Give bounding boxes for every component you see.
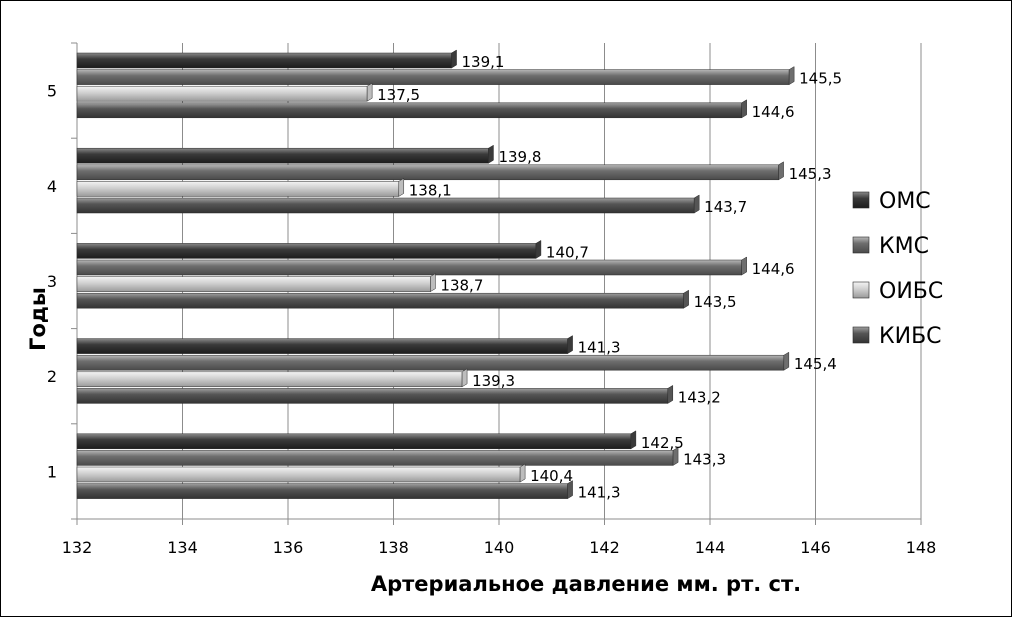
legend-label: КМС (879, 234, 929, 259)
bar-end-cap (451, 49, 457, 69)
bar (76, 181, 400, 197)
y-tick-label: 5 (47, 82, 57, 101)
bar-end-cap (741, 99, 747, 119)
bar (76, 338, 568, 354)
x-tick-label: 136 (273, 538, 304, 557)
data-label: 139,3 (472, 372, 515, 390)
y-tick-label: 2 (47, 367, 57, 386)
data-label: 137,5 (377, 86, 420, 104)
legend-label: ОМС (879, 189, 931, 214)
bar-end-cap (461, 368, 468, 388)
bar-end-cap (683, 289, 689, 309)
bar (76, 466, 521, 483)
bar (76, 52, 452, 69)
x-tick-label: 140 (484, 538, 515, 557)
data-label: 140,7 (546, 243, 589, 261)
legend-swatch (852, 326, 870, 344)
bar (76, 450, 674, 466)
bar (76, 371, 463, 388)
bar-end-cap (672, 446, 679, 466)
legend-label: ОИБС (879, 279, 943, 304)
bar (76, 292, 684, 309)
bar (76, 85, 368, 102)
x-tick-label: 148 (906, 538, 937, 557)
bar-end-cap (535, 239, 542, 259)
x-axis-title: Артериальное давление мм. рт. ст. (371, 572, 801, 596)
data-label: 145,5 (799, 70, 842, 88)
bar-end-cap (366, 82, 373, 102)
data-label: 141,3 (578, 484, 621, 502)
bar-end-cap (567, 480, 573, 500)
x-tick-label: 142 (589, 538, 620, 557)
data-label: 144,6 (752, 103, 795, 121)
data-label: 145,4 (794, 355, 837, 373)
data-label: 141,3 (578, 339, 621, 357)
data-label: 142,5 (641, 434, 684, 452)
x-tick-label: 134 (167, 538, 198, 557)
legend-swatch (852, 191, 870, 209)
bar-end-cap (398, 177, 405, 197)
y-tick-label: 3 (47, 272, 57, 291)
bar-end-cap (630, 430, 637, 450)
data-label: 143,2 (678, 388, 721, 406)
legend-label: КИБС (879, 324, 942, 349)
bar-end-cap (783, 351, 790, 371)
bar (76, 276, 431, 292)
data-label: 140,4 (530, 467, 573, 485)
bar-end-cap (519, 463, 526, 483)
x-tick-label: 138 (378, 538, 409, 557)
data-label: 143,3 (683, 450, 726, 468)
bar-end-cap (567, 335, 573, 355)
x-tick-label: 144 (695, 538, 726, 557)
bar-end-cap (778, 161, 784, 181)
y-tick-label: 4 (47, 177, 57, 196)
bar-end-cap (488, 144, 494, 164)
bar (76, 433, 632, 450)
y-axis-title: Годы (26, 287, 50, 351)
bar-end-cap (667, 384, 674, 404)
bar-end-cap (693, 194, 700, 214)
data-label: 138,1 (409, 181, 452, 199)
bar (76, 197, 695, 214)
data-label: 138,7 (440, 277, 483, 295)
bar (76, 164, 779, 181)
bar (76, 388, 669, 404)
data-label: 143,7 (704, 198, 747, 216)
data-label: 143,5 (694, 293, 737, 311)
bars (76, 49, 795, 500)
legend-swatch (852, 236, 870, 254)
data-label: 145,3 (789, 165, 832, 183)
bar-end-cap (741, 256, 747, 276)
data-label: 139,8 (498, 148, 541, 166)
legend: ОМС КМС ОИБС КИБС (852, 189, 943, 349)
bar (76, 147, 489, 164)
y-tick-label: 1 (47, 462, 57, 481)
axes: 132 134 136 138 140 142 144 146 148 1 2 3 4 5 (47, 42, 937, 557)
bar (76, 243, 537, 259)
bar (76, 69, 790, 85)
x-tick-label: 146 (800, 538, 831, 557)
bar (76, 102, 742, 119)
legend-swatch (852, 281, 870, 299)
bar (76, 354, 785, 371)
bar (76, 483, 568, 499)
data-label: 139,1 (462, 53, 505, 71)
bar-end-cap (430, 273, 436, 293)
bar-end-cap (788, 66, 795, 86)
bar (76, 259, 742, 276)
x-tick-label: 132 (62, 538, 93, 557)
data-label: 144,6 (752, 260, 795, 278)
